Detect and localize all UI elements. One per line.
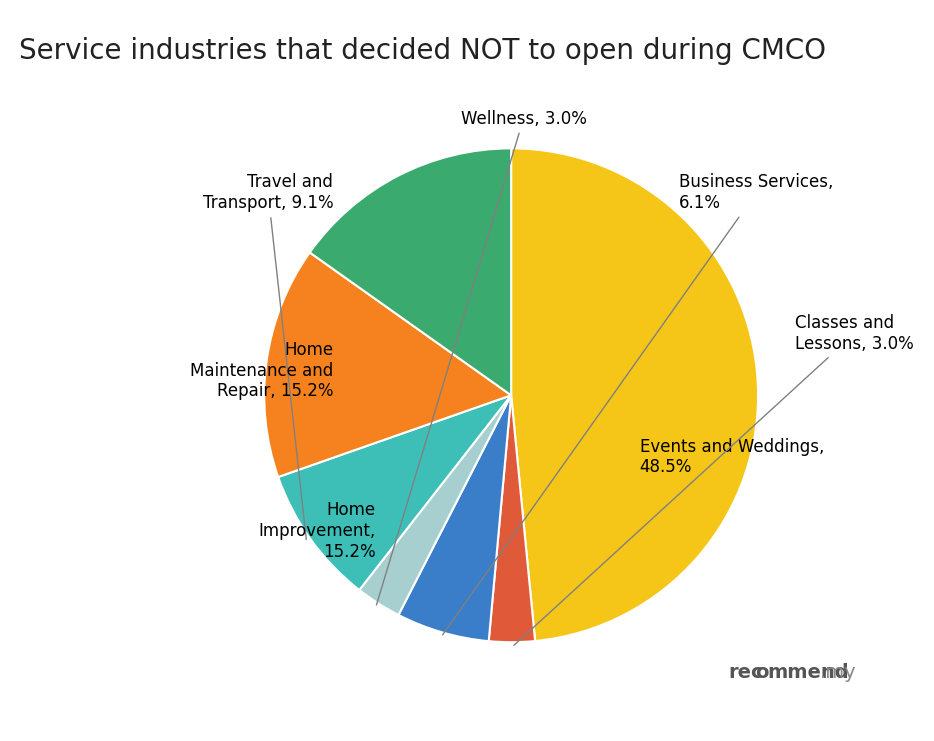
Wedge shape	[360, 395, 511, 615]
Text: mmend: mmend	[768, 662, 849, 682]
Text: Events and Weddings,
48.5%: Events and Weddings, 48.5%	[640, 438, 824, 476]
Text: Classes and
Lessons, 3.0%: Classes and Lessons, 3.0%	[514, 314, 913, 645]
Wedge shape	[264, 253, 511, 477]
Text: Service industries that decided NOT to open during CMCO: Service industries that decided NOT to o…	[19, 37, 826, 65]
Text: .my: .my	[820, 662, 856, 682]
Wedge shape	[278, 395, 511, 590]
Text: Travel and
Transport, 9.1%: Travel and Transport, 9.1%	[203, 173, 333, 539]
Wedge shape	[511, 148, 758, 641]
Wedge shape	[399, 395, 511, 641]
Text: o: o	[755, 662, 768, 682]
Text: Home
Maintenance and
Repair, 15.2%: Home Maintenance and Repair, 15.2%	[191, 341, 333, 400]
Text: Business Services,
6.1%: Business Services, 6.1%	[443, 173, 833, 635]
Wedge shape	[488, 395, 535, 642]
Wedge shape	[310, 148, 511, 395]
Text: rec: rec	[729, 662, 763, 682]
Text: Wellness, 3.0%: Wellness, 3.0%	[376, 110, 587, 605]
Text: Home
Improvement,
15.2%: Home Improvement, 15.2%	[258, 501, 375, 561]
